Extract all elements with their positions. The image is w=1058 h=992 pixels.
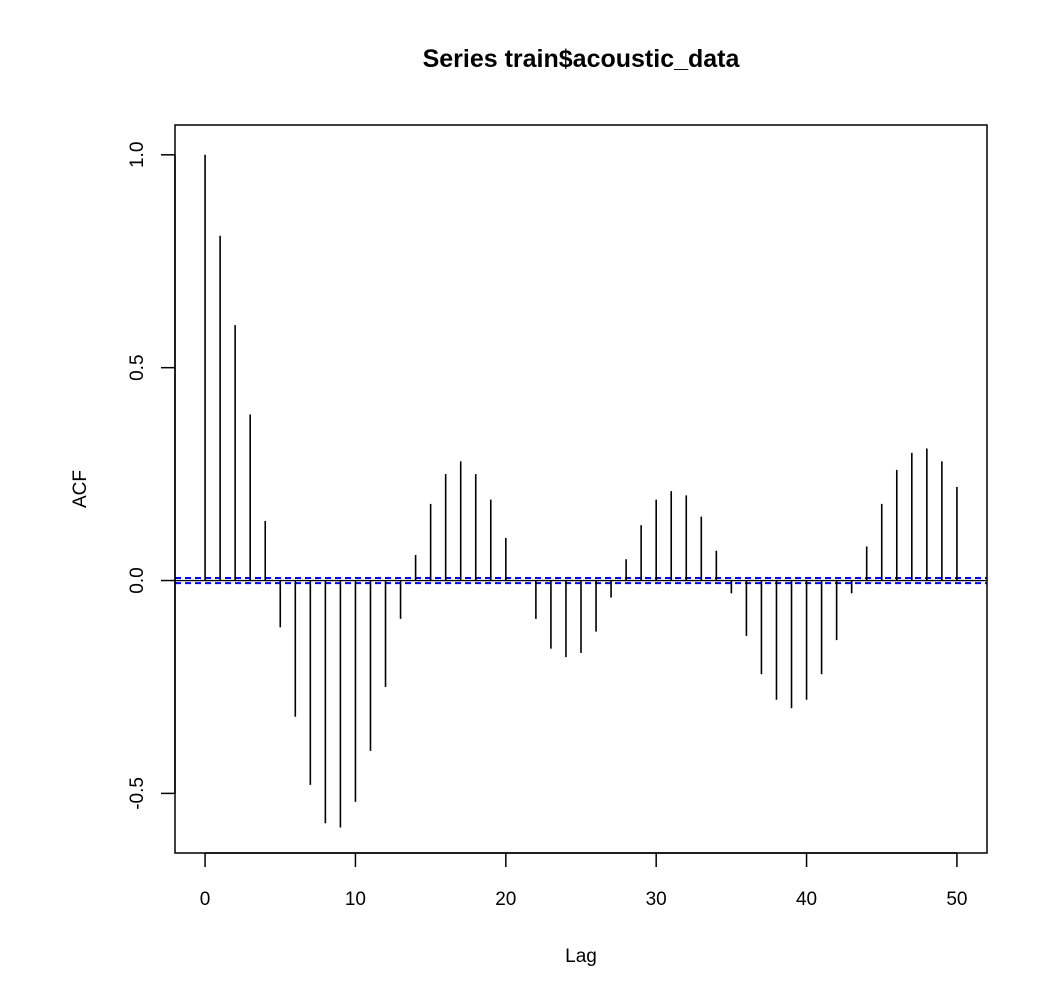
x-tick-label: 30 xyxy=(646,889,667,910)
x-tick-label: 20 xyxy=(495,889,516,910)
y-tick-label: 0.0 xyxy=(127,567,148,593)
x-axis-label: Lag xyxy=(565,946,597,967)
x-axis: 0 10 20 30 40 50 xyxy=(200,852,967,910)
y-tick-label: 1.0 xyxy=(127,142,148,168)
x-tick-label: 10 xyxy=(345,889,366,910)
x-tick-label: 0 xyxy=(200,889,211,910)
y-tick-label: 0.5 xyxy=(127,354,148,380)
plot-frame xyxy=(174,124,988,854)
y-tick-label: -0.5 xyxy=(127,777,148,810)
x-tick-label: 50 xyxy=(946,889,967,910)
x-tick-label: 40 xyxy=(796,889,817,910)
chart-title: Series train$acoustic_data xyxy=(423,45,741,73)
y-axis: -0.5 0.0 0.5 1.0 xyxy=(127,142,176,810)
y-axis-label: ACF xyxy=(70,470,91,508)
acf-bars xyxy=(204,154,958,828)
